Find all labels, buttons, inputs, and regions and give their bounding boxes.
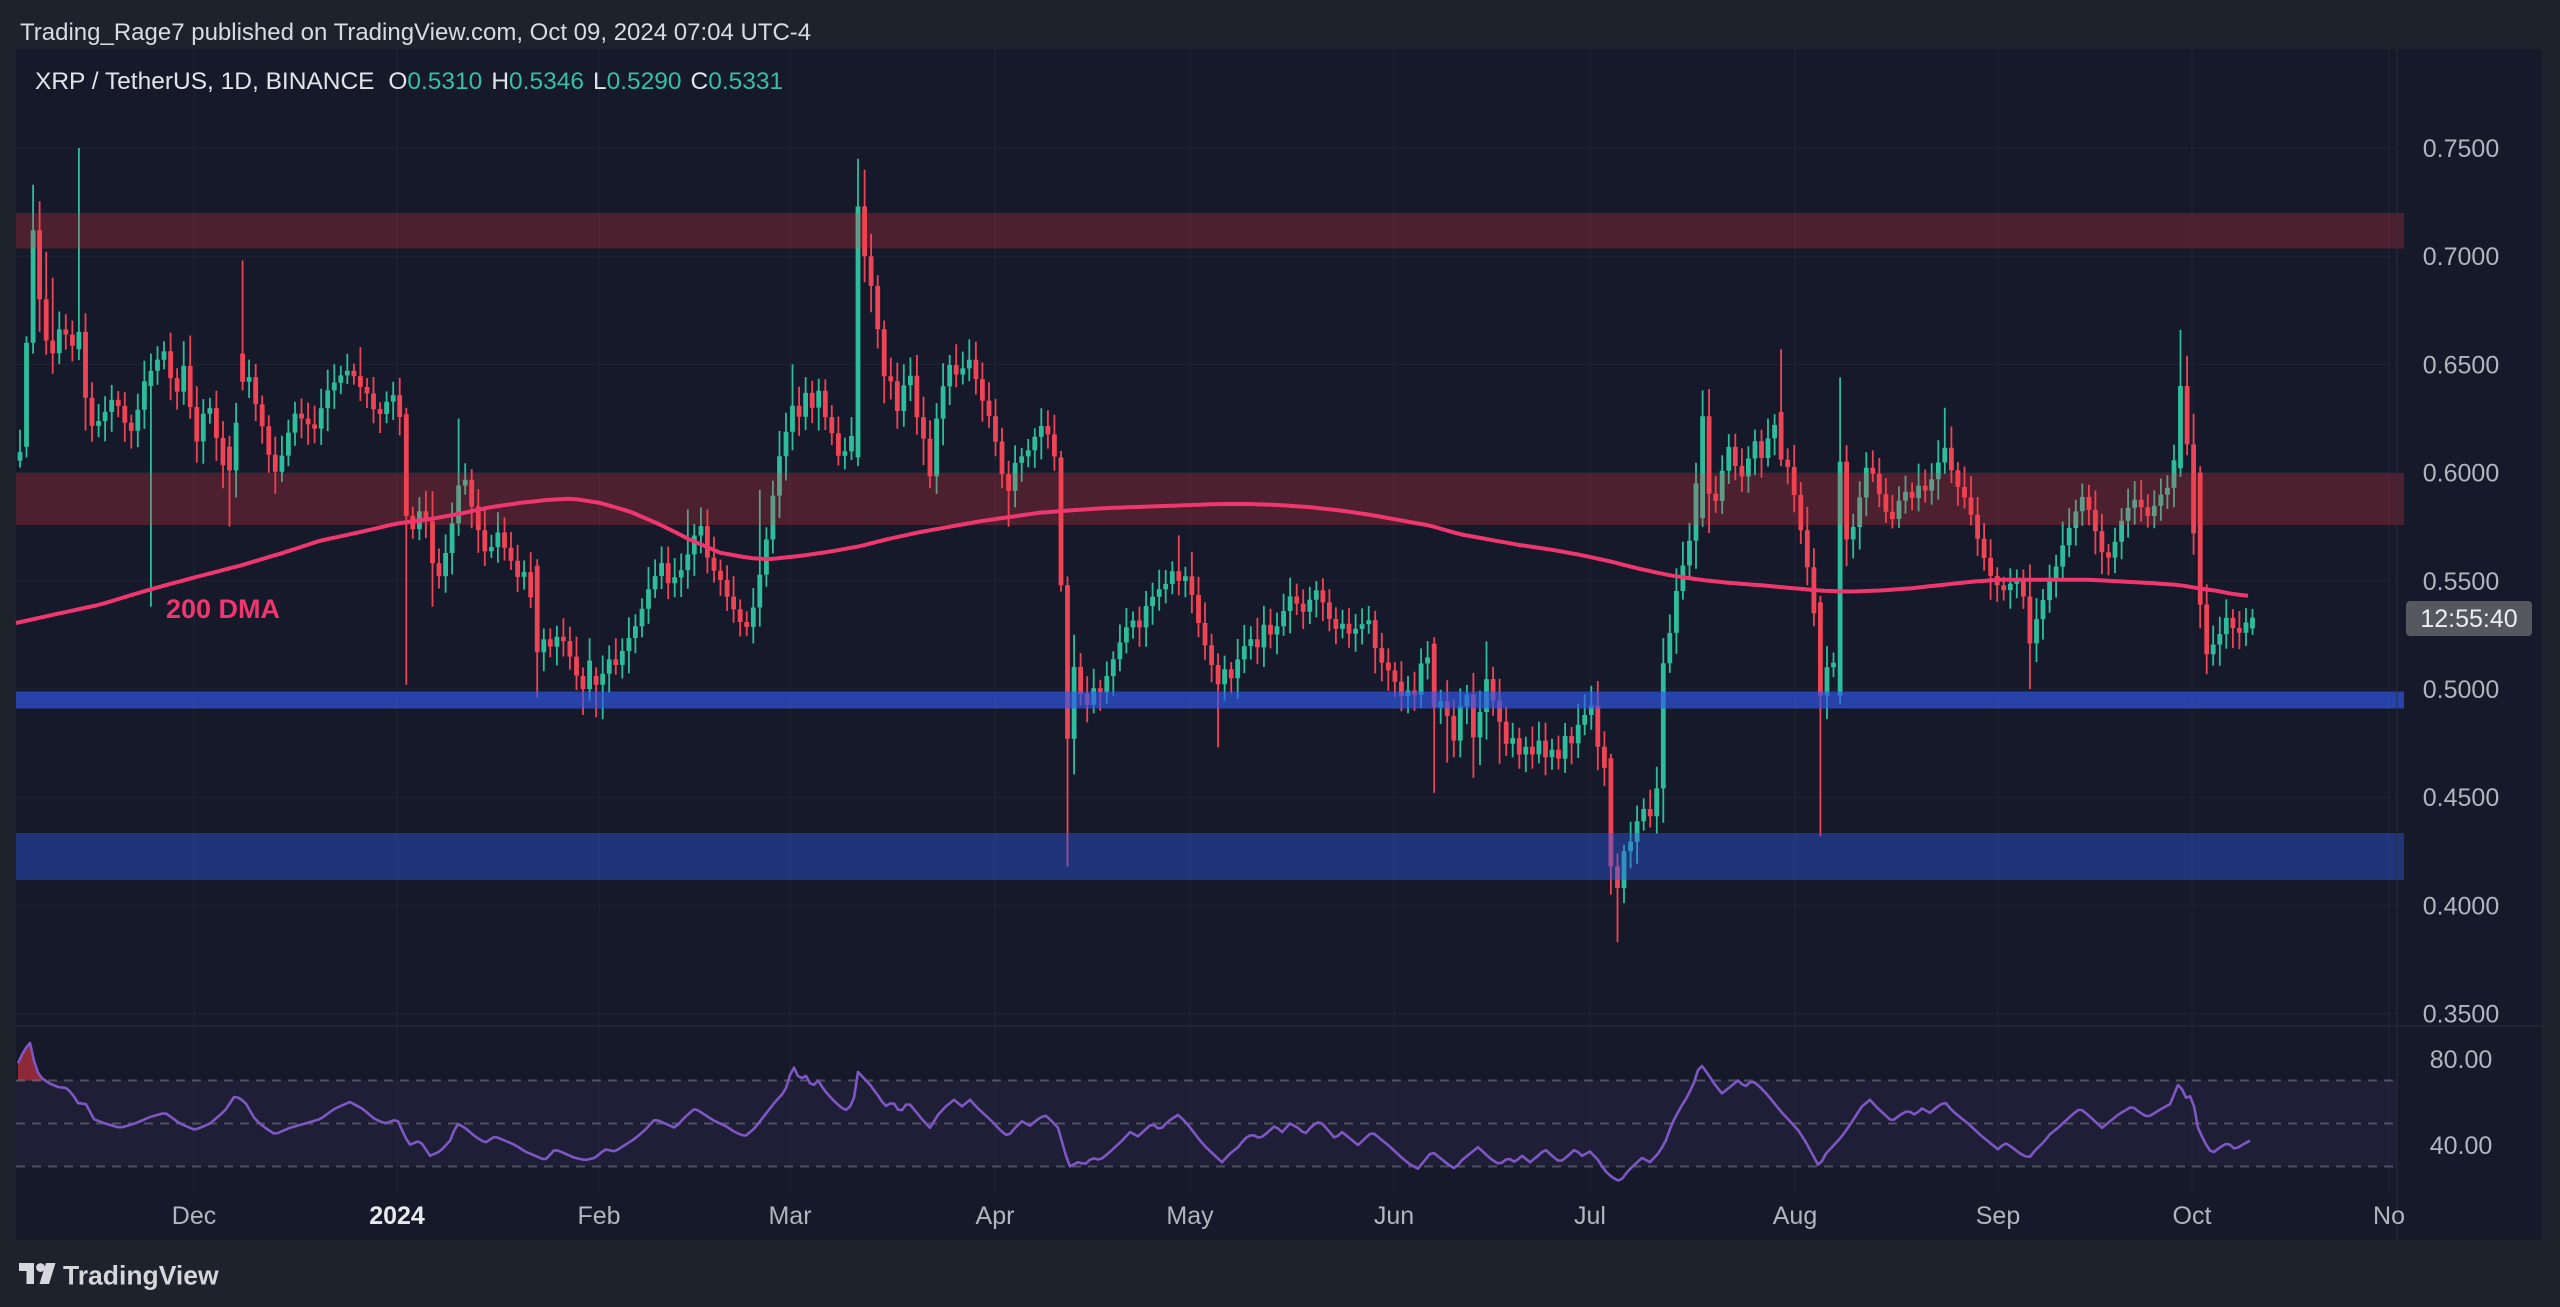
svg-text:40.00: 40.00 [2430, 1132, 2493, 1160]
svg-text:Aug: Aug [1773, 1202, 1817, 1230]
svg-text:0.7500: 0.7500 [2423, 135, 2499, 163]
svg-text:XRP / TetherUS, 1D, BINANCE O0: XRP / TetherUS, 1D, BINANCE O0.5310 H0.53… [35, 68, 783, 95]
svg-text:Sep: Sep [1976, 1202, 2020, 1230]
svg-text:Jul: Jul [1574, 1202, 1606, 1230]
svg-text:0.3500: 0.3500 [2423, 1001, 2499, 1029]
svg-text:Jun: Jun [1374, 1202, 1414, 1230]
svg-text:Mar: Mar [768, 1202, 811, 1230]
svg-text:0.4500: 0.4500 [2423, 784, 2499, 812]
svg-text:Trading_Rage7 published on Tra: Trading_Rage7 published on TradingView.c… [20, 19, 811, 46]
svg-text:0.5000: 0.5000 [2423, 676, 2499, 704]
svg-text:0.4000: 0.4000 [2423, 892, 2499, 920]
svg-text:May: May [1166, 1202, 1214, 1230]
svg-text:Apr: Apr [976, 1202, 1015, 1230]
svg-text:Dec: Dec [172, 1202, 216, 1230]
svg-text:No: No [2373, 1202, 2405, 1230]
svg-text:0.7000: 0.7000 [2423, 243, 2499, 271]
svg-text:200 DMA: 200 DMA [166, 594, 280, 624]
svg-text:0.6000: 0.6000 [2423, 460, 2499, 488]
svg-text:2024: 2024 [369, 1202, 425, 1230]
svg-text:TradingView: TradingView [63, 1261, 219, 1291]
svg-text:0.5500: 0.5500 [2423, 568, 2499, 596]
svg-text:12:55:40: 12:55:40 [2420, 605, 2517, 633]
svg-text:0.6500: 0.6500 [2423, 351, 2499, 379]
svg-text:80.00: 80.00 [2430, 1046, 2493, 1074]
svg-text:Feb: Feb [577, 1202, 620, 1230]
svg-text:Oct: Oct [2173, 1202, 2212, 1230]
